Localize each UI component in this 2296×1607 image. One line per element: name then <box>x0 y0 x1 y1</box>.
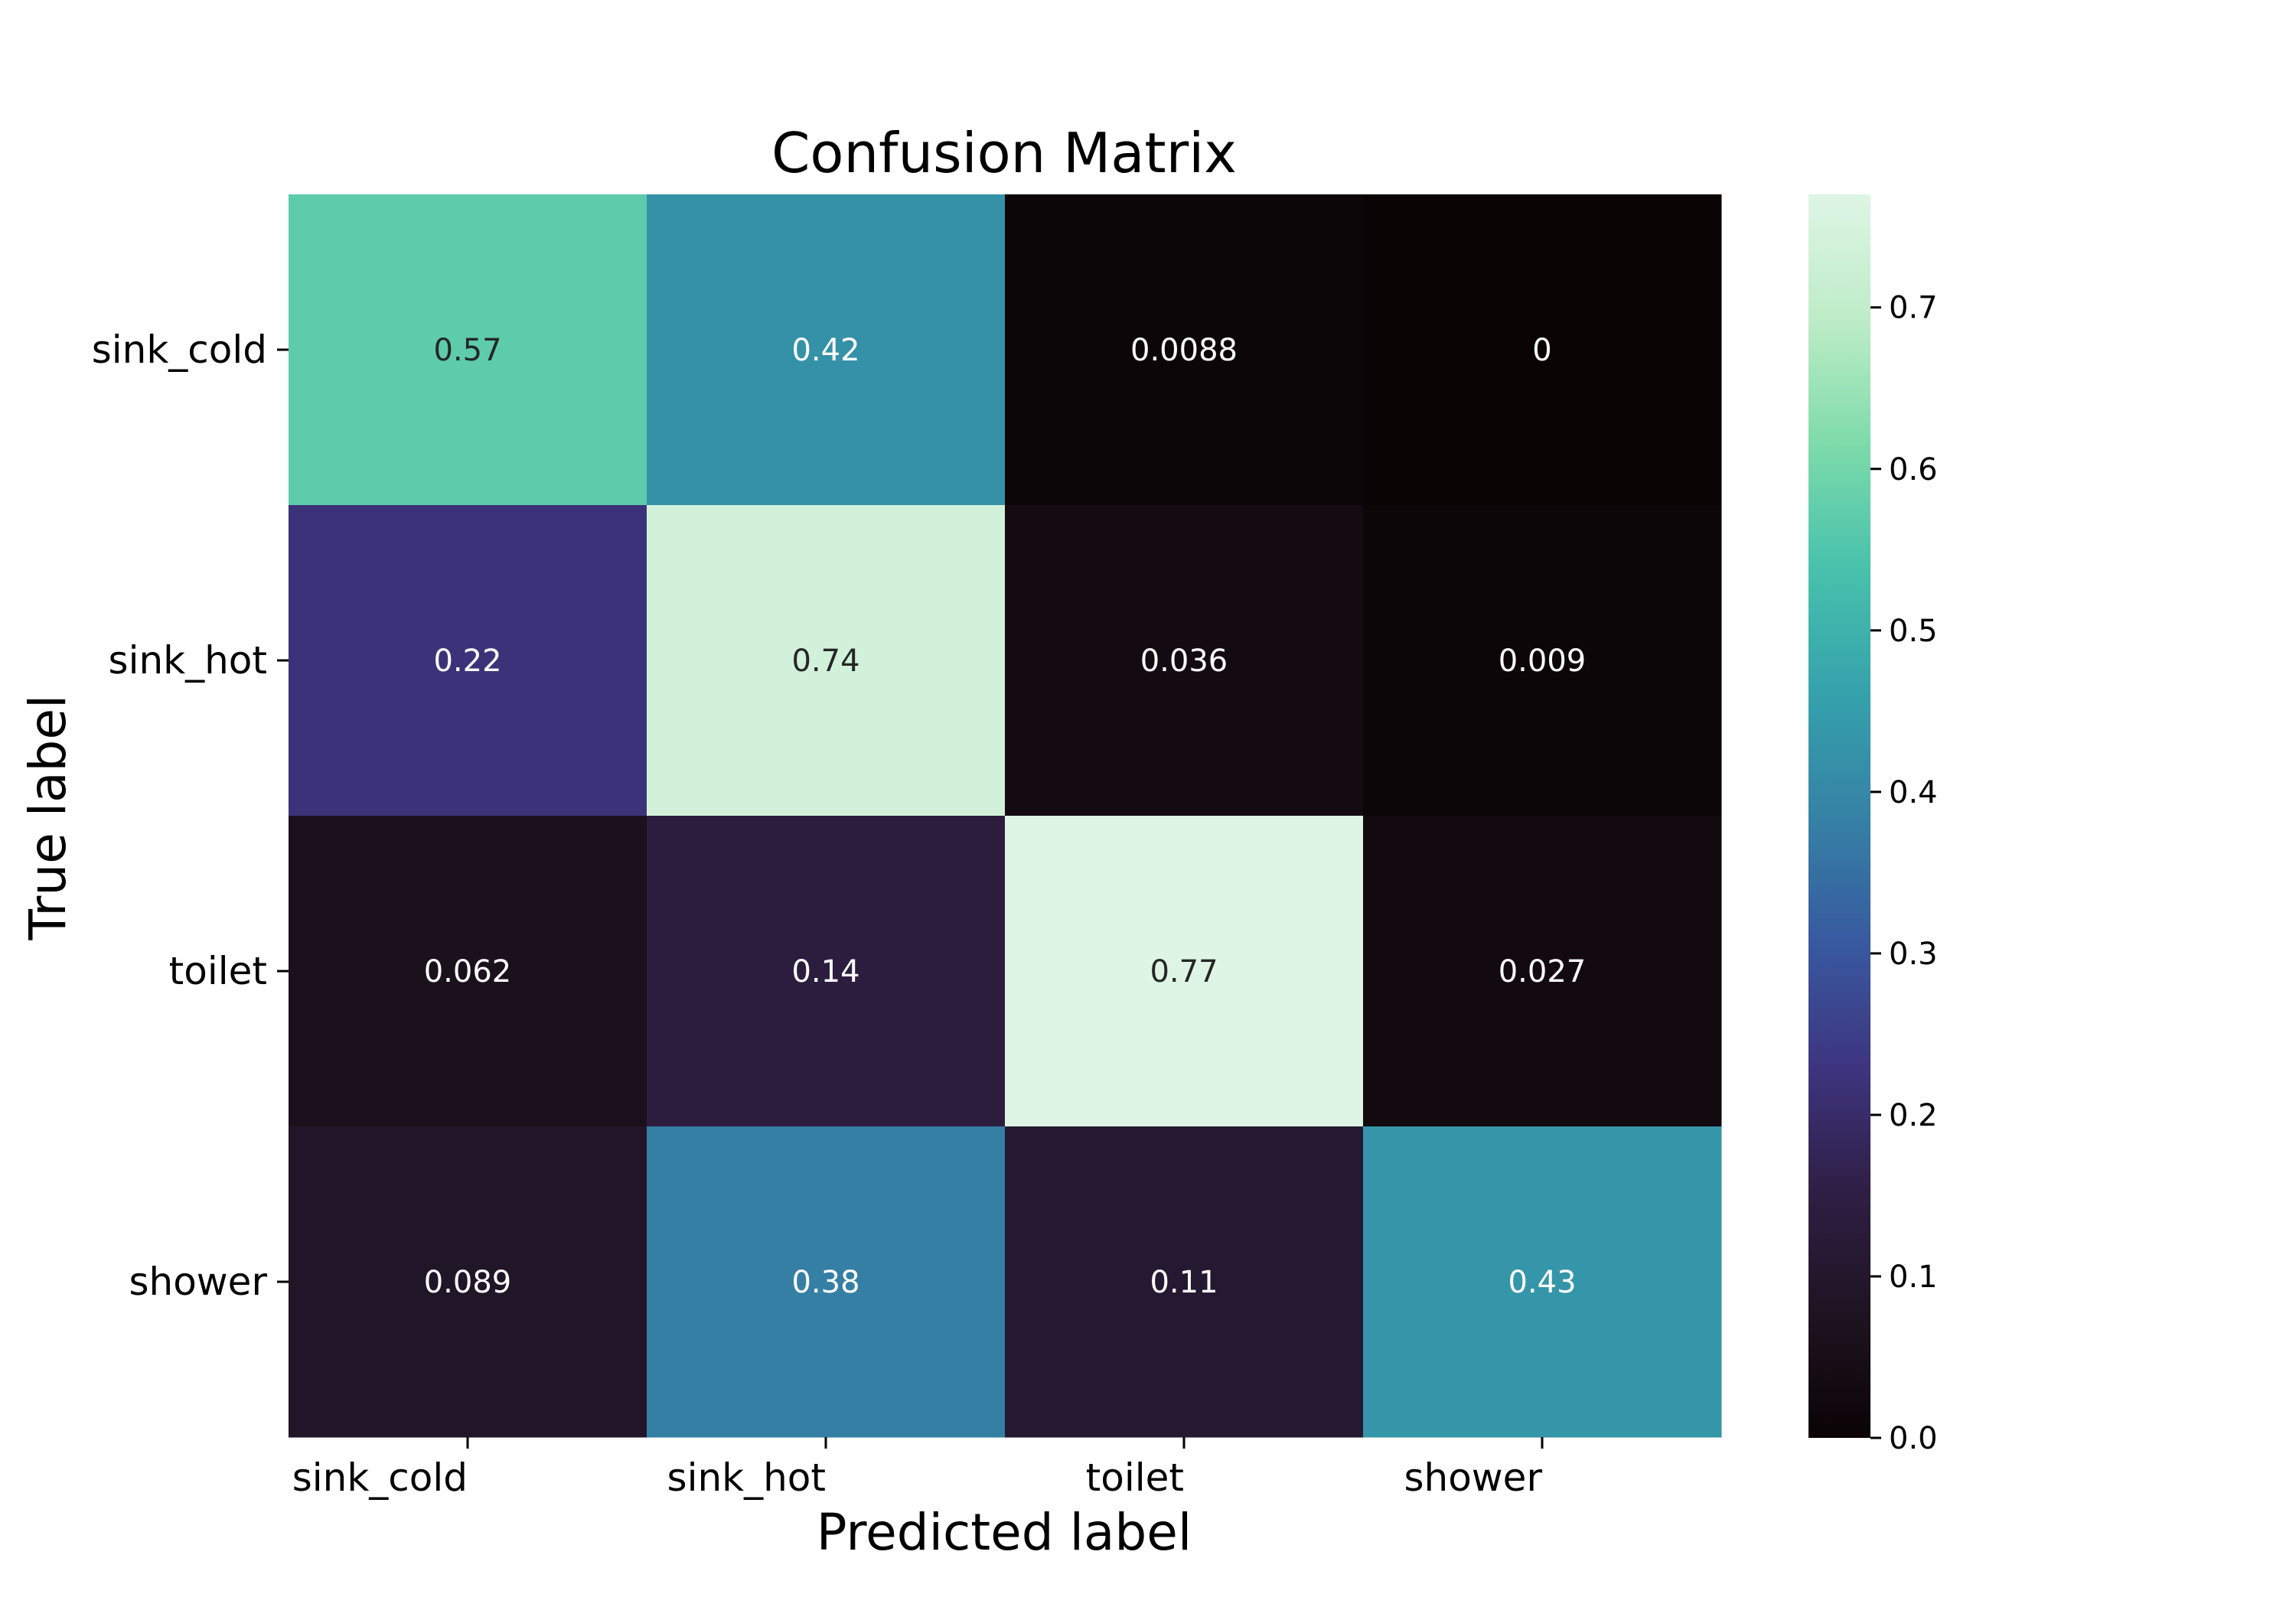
heatmap-cell-2-3 <box>1363 816 1722 1127</box>
cell-value-3-0: 0.089 <box>424 1265 512 1300</box>
colorbar-tick-label-3: 0.3 <box>1889 937 1938 972</box>
y-tick-label-0: sink_cold <box>92 328 267 372</box>
colorbar <box>1808 194 1870 1438</box>
y-tick-label-3: shower <box>129 1260 267 1304</box>
heatmap-cell-3-0 <box>289 1126 647 1438</box>
heatmap-annotations: 0.57 0.42 0.0088 0 0.22 0.74 0.036 0.009 0.062 0.… <box>424 333 1587 1300</box>
heatmap-cell-2-0 <box>289 816 647 1127</box>
heatmap-cell-0-2 <box>1005 194 1364 506</box>
cell-value-1-1: 0.74 <box>791 644 859 679</box>
colorbar-tick-label-2: 0.2 <box>1889 1098 1938 1133</box>
cell-value-2-3: 0.027 <box>1499 954 1587 989</box>
colorbar-tick-label-0: 0.0 <box>1889 1421 1938 1456</box>
heatmap-cell-0-3 <box>1363 194 1722 506</box>
heatmap-cell-1-1 <box>647 505 1006 817</box>
heatmap-cell-1-0 <box>289 505 647 817</box>
cell-value-2-0: 0.062 <box>424 954 512 989</box>
cell-value-0-0: 0.57 <box>433 333 501 368</box>
heatmap-cell-2-1 <box>647 816 1006 1127</box>
colorbar-tick-label-6: 0.6 <box>1889 452 1938 487</box>
x-tick-label-0: sink_cold <box>292 1455 468 1500</box>
heatmap-cell-3-1 <box>647 1126 1006 1438</box>
heatmap-cell-3-3 <box>1363 1126 1722 1438</box>
cell-value-1-2: 0.036 <box>1140 644 1228 679</box>
heatmap-cell-3-2 <box>1005 1126 1364 1438</box>
colorbar-tick-label-5: 0.5 <box>1889 614 1938 649</box>
x-axis-label: Predicted label <box>817 1503 1192 1562</box>
cell-value-3-1: 0.38 <box>791 1265 859 1300</box>
cell-value-0-2: 0.0088 <box>1130 333 1238 368</box>
chart-title: Confusion Matrix <box>771 121 1237 185</box>
cell-value-3-2: 0.11 <box>1150 1265 1218 1300</box>
colorbar-ticks: 0.0 0.1 0.2 0.3 0.4 0.5 0.6 0.7 <box>1870 291 1938 1456</box>
cell-value-0-3: 0 <box>1532 333 1551 368</box>
heatmap-grid <box>289 194 1722 1438</box>
heatmap-cell-1-3 <box>1363 505 1722 817</box>
heatmap-cell-2-2 <box>1005 816 1364 1127</box>
cell-value-2-1: 0.14 <box>791 954 859 989</box>
cell-value-2-2: 0.77 <box>1150 954 1218 989</box>
heatmap-cell-1-2 <box>1005 505 1364 817</box>
cell-value-1-0: 0.22 <box>433 644 501 679</box>
cell-value-0-1: 0.42 <box>791 333 859 368</box>
y-axis-label: True label <box>18 695 77 941</box>
cell-value-3-3: 0.43 <box>1508 1265 1576 1300</box>
y-tick-label-1: sink_hot <box>109 638 267 683</box>
cell-value-1-3: 0.009 <box>1499 644 1587 679</box>
x-tick-label-1: sink_hot <box>667 1455 826 1500</box>
y-tick-label-2: toilet <box>169 949 267 993</box>
heatmap-cell-0-0 <box>289 194 647 506</box>
x-tick-label-3: shower <box>1404 1455 1542 1500</box>
heatmap-cell-0-1 <box>647 194 1006 506</box>
colorbar-tick-label-7: 0.7 <box>1889 291 1938 326</box>
colorbar-tick-label-1: 0.1 <box>1889 1260 1938 1295</box>
x-tick-label-2: toilet <box>1086 1455 1184 1500</box>
x-axis-ticks: sink_cold sink_hot toilet shower <box>292 1437 1544 1500</box>
colorbar-tick-label-4: 0.4 <box>1889 775 1938 810</box>
